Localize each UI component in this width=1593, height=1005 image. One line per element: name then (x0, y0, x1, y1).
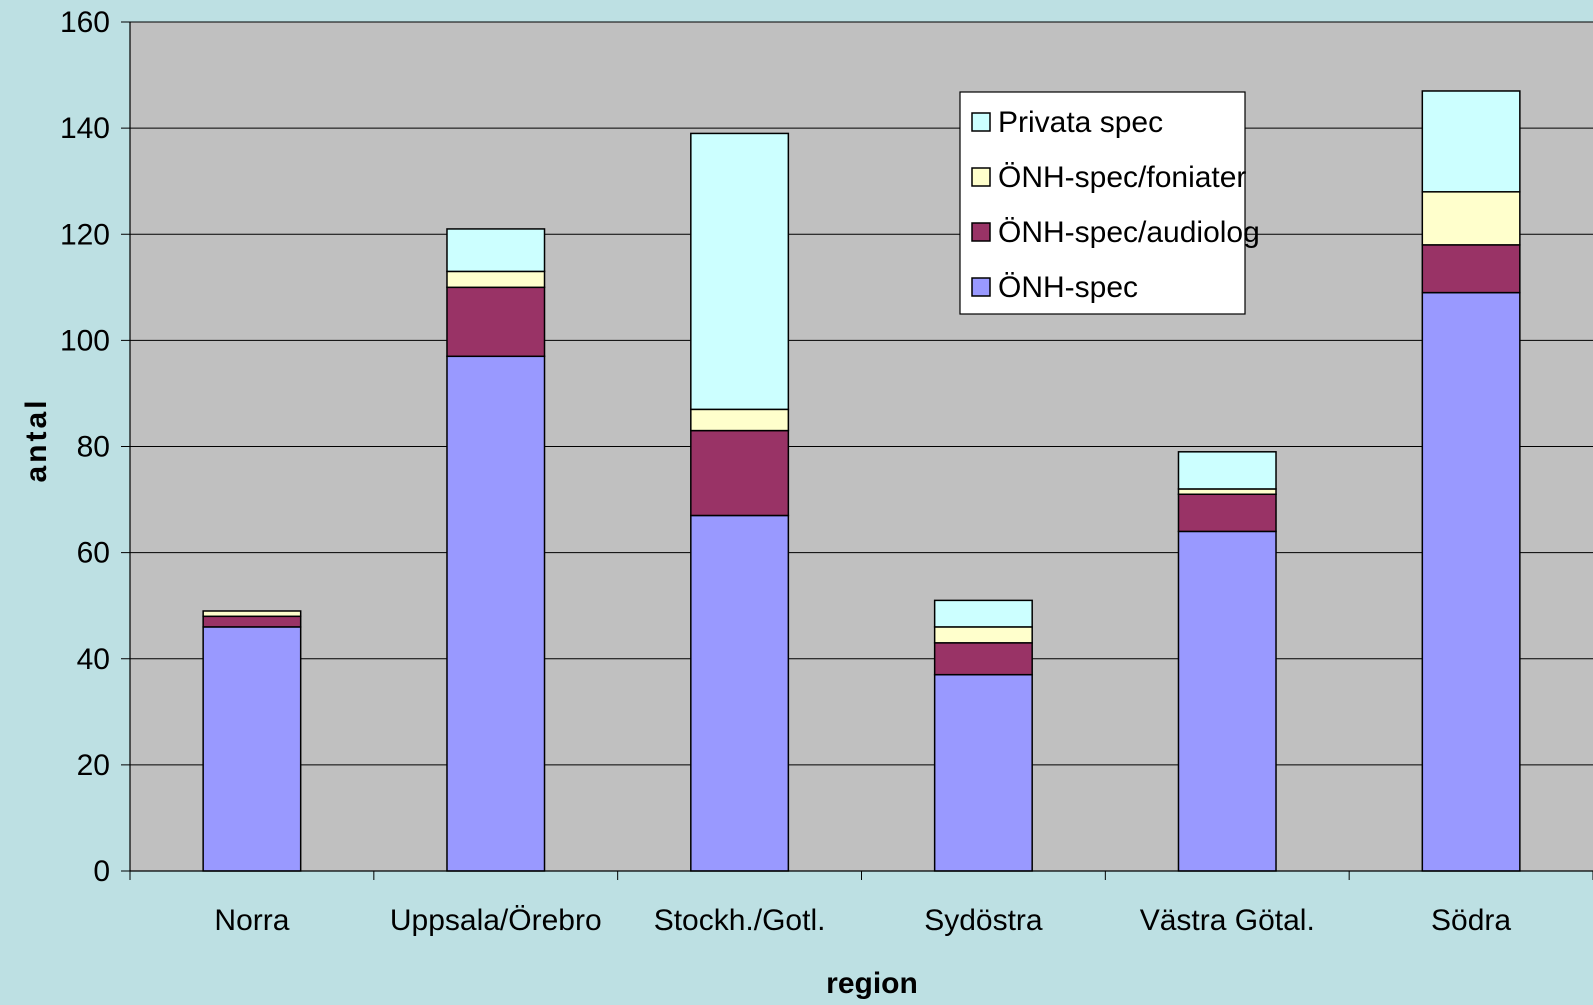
bar-segment (933, 626, 1033, 644)
y-tick-label: 40 (77, 643, 110, 676)
bar-segment (1177, 451, 1277, 490)
x-tick-labels: Norra Uppsala/Örebro Stockh./Gotl. Sydöstra… (214, 904, 1511, 937)
legend-swatch (971, 112, 991, 132)
legend-label: ÖNH-spec (998, 271, 1138, 304)
legend-swatch (971, 222, 991, 242)
y-axis-title: antal (20, 397, 53, 482)
bar-segment (690, 408, 790, 432)
legend-label: ÖNH-spec/foniater (998, 161, 1246, 194)
bar-segment (1177, 493, 1277, 533)
legend-label: Privata spec (998, 106, 1163, 139)
y-tick-label: 160 (60, 6, 110, 39)
x-tick-label: Norra (214, 904, 289, 937)
legend-label: ÖNH-spec/audiolog (998, 216, 1260, 249)
y-tick-labels: 0 20 40 60 80 100 120 140 160 (60, 6, 110, 888)
x-axis-title: region (826, 967, 918, 1000)
y-tick-label: 60 (77, 537, 110, 570)
bar-segment (1421, 191, 1521, 246)
bar-segment (690, 132, 790, 411)
bar-segment (446, 355, 546, 872)
x-tick-label: Uppsala/Örebro (390, 904, 602, 937)
legend-swatch (971, 167, 991, 187)
y-tick-label: 20 (77, 749, 110, 782)
x-tick-label: Södra (1431, 904, 1511, 937)
bar-segment (202, 615, 302, 628)
legend-box (959, 91, 1246, 315)
bar-segment (1421, 90, 1521, 193)
x-tick-label: Västra Götal. (1140, 904, 1315, 937)
legend: Privata spec ÖNH-spec/foniater ÖNH-spec/au… (959, 91, 1260, 315)
y-tick-label: 120 (60, 218, 110, 251)
y-tick-label: 140 (60, 112, 110, 145)
bar-segment (1421, 244, 1521, 294)
bars (202, 90, 1521, 872)
x-tick-label: Sydöstra (924, 904, 1043, 937)
bar-segment (933, 673, 1033, 872)
x-tick-label: Stockh./Gotl. (654, 904, 826, 937)
bar-segment (1421, 291, 1521, 872)
bar-segment (202, 610, 302, 618)
bar-segment (933, 599, 1033, 628)
y-tick-label: 0 (93, 855, 110, 888)
axes (121, 21, 1593, 880)
bar-segment (690, 514, 790, 872)
bar-segment (690, 429, 790, 517)
bar-segment (446, 286, 546, 358)
legend-swatch (971, 277, 991, 297)
bar-segment (446, 228, 546, 273)
bar-segment (202, 626, 302, 872)
y-tick-label: 100 (60, 324, 110, 357)
y-tick-label: 80 (77, 431, 110, 464)
bar-segment (446, 270, 546, 289)
bar-segment (1177, 530, 1277, 872)
bar-segment (1177, 488, 1277, 496)
bar-segment (933, 642, 1033, 676)
